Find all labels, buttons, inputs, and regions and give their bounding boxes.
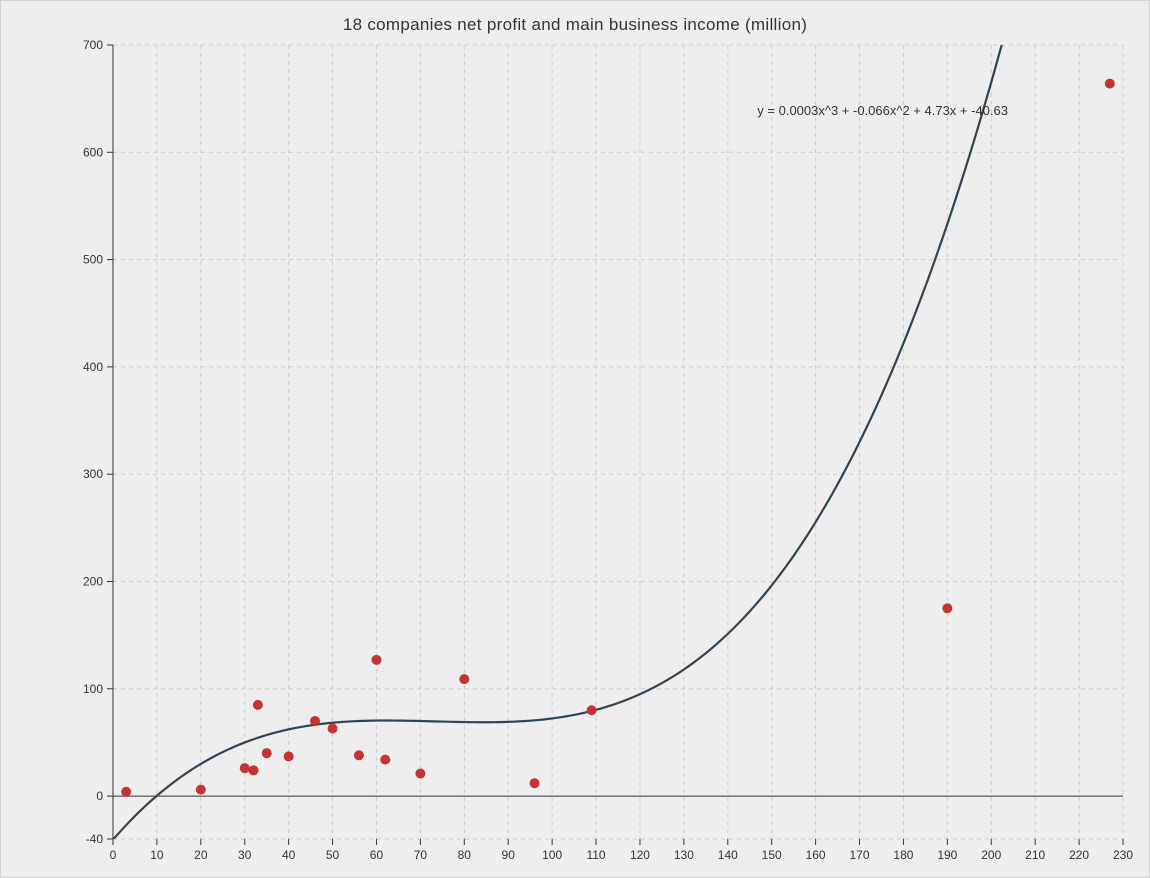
x-tick-label: 90 (502, 848, 516, 862)
scatter-point (587, 705, 597, 715)
scatter-point (415, 769, 425, 779)
fit-line (113, 1, 1123, 840)
scatter-point (284, 751, 294, 761)
x-tick-label: 200 (981, 848, 1001, 862)
y-tick-label: -40 (86, 832, 104, 846)
scatter-point (253, 700, 263, 710)
x-tick-label: 50 (326, 848, 340, 862)
scatter-point (371, 655, 381, 665)
x-tick-label: 230 (1113, 848, 1133, 862)
scatter-point (942, 603, 952, 613)
x-tick-label: 220 (1069, 848, 1089, 862)
x-tick-label: 160 (806, 848, 826, 862)
x-tick-label: 170 (850, 848, 870, 862)
x-tick-label: 150 (762, 848, 782, 862)
x-tick-label: 100 (542, 848, 562, 862)
x-tick-label: 60 (370, 848, 384, 862)
scatter-point (240, 763, 250, 773)
scatter-point (459, 674, 469, 684)
x-tick-label: 70 (414, 848, 428, 862)
y-tick-label: 200 (83, 574, 103, 588)
x-tick-label: 10 (150, 848, 164, 862)
ticks: -40 0 100 200 300 400 500 600 700 0 10 20 30 40 50 60 70… (83, 38, 1133, 862)
scatter-point (1105, 79, 1115, 89)
axes (113, 45, 1123, 839)
scatter-point (354, 750, 364, 760)
scatter-point (328, 723, 338, 733)
equation-label: y = 0.0003x^3 + -0.066x^2 + 4.73x + -40.… (757, 103, 1008, 118)
y-tick-label: 600 (83, 145, 103, 159)
grid (113, 45, 1123, 839)
x-tick-label: 140 (718, 848, 738, 862)
chart-frame: 18 companies net profit and main busines… (0, 0, 1150, 878)
x-tick-label: 30 (238, 848, 252, 862)
x-tick-label: 40 (282, 848, 296, 862)
x-tick-label: 110 (586, 848, 605, 862)
y-tick-label: 0 (96, 789, 103, 803)
scatter-point (249, 765, 259, 775)
scatter-point (530, 778, 540, 788)
x-tick-label: 20 (194, 848, 208, 862)
y-tick-label: 100 (83, 682, 103, 696)
scatter-point (310, 716, 320, 726)
scatter-point (196, 785, 206, 795)
x-tick-label: 210 (1025, 848, 1045, 862)
x-tick-label: 190 (937, 848, 957, 862)
x-tick-label: 130 (674, 848, 694, 862)
scatter-point (380, 755, 390, 765)
y-tick-label: 300 (83, 467, 103, 481)
scatter-chart: -40 0 100 200 300 400 500 600 700 0 10 20 30 40 50 60 70… (1, 1, 1150, 878)
x-tick-label: 180 (893, 848, 913, 862)
y-tick-label: 400 (83, 360, 103, 374)
y-tick-label: 700 (83, 38, 103, 52)
x-tick-label: 80 (458, 848, 472, 862)
x-tick-label: 0 (110, 848, 117, 862)
scatter-point (121, 787, 131, 797)
scatter-point (262, 748, 272, 758)
x-tick-label: 120 (630, 848, 650, 862)
y-tick-label: 500 (83, 253, 103, 267)
